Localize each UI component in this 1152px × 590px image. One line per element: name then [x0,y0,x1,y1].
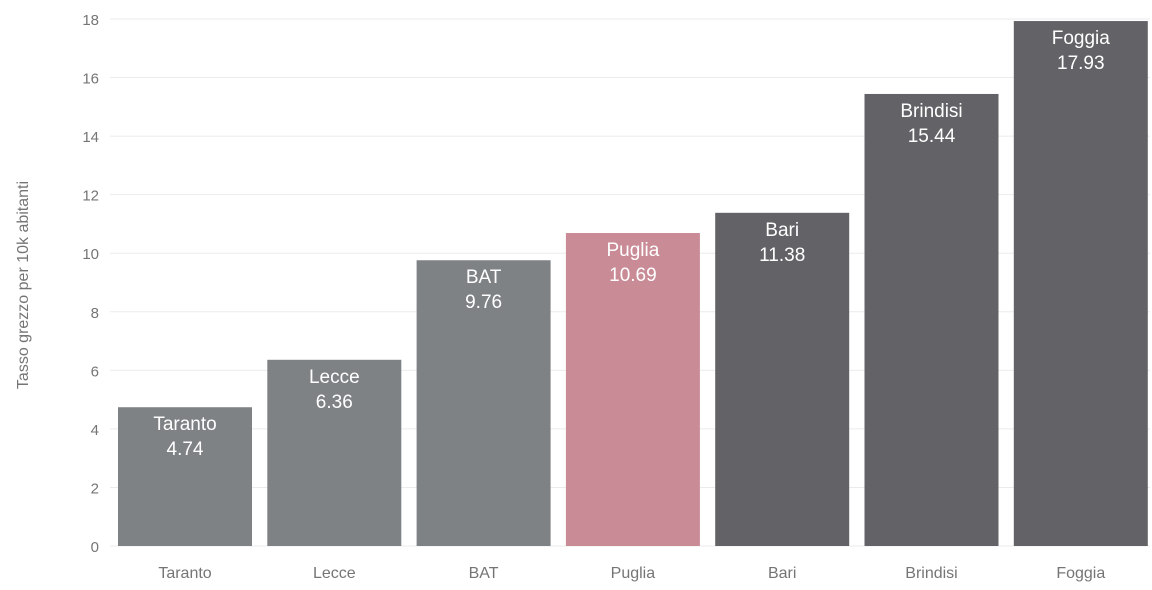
bar-value-label: 17.93 [1057,53,1105,74]
bar-category-label: BAT [466,267,502,288]
bar-brindisi [864,93,999,546]
y-tick-label: 4 [91,422,99,439]
y-axis-title: Tasso grezzo per 10k abitanti [15,181,32,389]
bar-category-label: Lecce [309,367,360,388]
bar-bat [416,260,551,546]
x-tick-label: BAT [469,565,499,582]
x-tick-label: Taranto [158,565,211,582]
bar-bari [715,212,850,546]
bar-labels: Taranto 4.74 Lecce 6.36 BAT 9.76 Puglia 10.69 Ba… [153,28,1110,460]
y-tick-label: 2 [91,480,99,497]
bar-value-label: 11.38 [759,245,805,266]
x-tick-label: Lecce [313,565,356,582]
bar-value-label: 15.44 [908,126,956,147]
bar-category-label: Puglia [606,240,659,261]
bar-foggia [1013,21,1148,547]
bar-category-label: Bari [765,220,799,241]
bar-value-label: 10.69 [609,265,657,286]
x-tick-label: Puglia [611,565,656,582]
bar-category-label: Taranto [153,414,216,435]
y-tick-label: 6 [91,363,99,380]
y-tick-label: 8 [91,305,99,322]
bar-category-label: Foggia [1052,28,1111,49]
y-tick-label: 10 [82,246,99,263]
x-tick-label: Foggia [1056,565,1105,582]
bar-value-label: 9.76 [465,292,502,313]
bar-value-label: 6.36 [316,392,353,413]
bar-category-label: Brindisi [900,101,962,122]
bar-taranto [118,407,252,546]
bar-lecce [267,359,402,546]
y-tick-label: 18 [82,12,99,29]
y-tick-label: 12 [82,188,99,205]
y-tick-label: 16 [82,71,99,88]
y-tick-label: 0 [91,539,99,556]
x-tick-label: Brindisi [905,565,957,582]
x-axis-ticks: Taranto Lecce BAT Puglia Bari Brindisi Foggia [158,565,1105,582]
x-tick-label: Bari [768,565,796,582]
y-axis-ticks: 0 2 4 6 8 10 12 14 16 18 [82,12,99,556]
bars [118,21,1148,547]
bar-puglia [565,233,700,546]
y-tick-label: 14 [82,129,99,146]
bar-value-label: 4.74 [167,439,204,460]
